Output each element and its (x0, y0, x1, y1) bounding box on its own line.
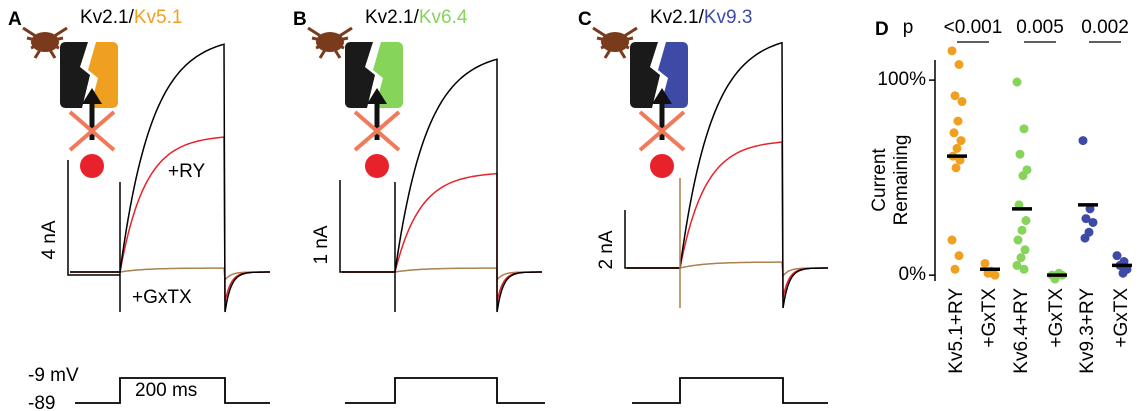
label-gxtx: +GxTX (132, 287, 192, 308)
data-point (951, 91, 960, 100)
label-ry: +RY (168, 161, 205, 182)
data-point (1022, 216, 1031, 225)
data-point (1014, 236, 1023, 245)
trace-gxtx (627, 262, 828, 276)
data-point (954, 117, 963, 126)
data-point (1018, 226, 1027, 235)
x-tick-label: +GxTX (1111, 288, 1132, 348)
data-point (948, 46, 957, 55)
data-point (1020, 265, 1029, 274)
ligand (650, 154, 674, 178)
panel-letter: D (875, 19, 889, 40)
title-part: Kv6.4 (419, 7, 468, 28)
ligand (365, 154, 389, 178)
data-point (1016, 150, 1025, 159)
data-point (950, 128, 959, 137)
data-point (952, 163, 961, 172)
data-point (1017, 253, 1026, 262)
x-tick-label: Kv6.4+RY (1011, 288, 1032, 374)
data-point (1021, 245, 1030, 254)
data-point (1020, 124, 1029, 133)
title-part: Kv2.1/ (650, 7, 705, 28)
p-label: p (903, 17, 914, 38)
data-point (957, 136, 966, 145)
y-tick-label: 0% (899, 264, 927, 285)
y-tick-label: 100% (877, 69, 926, 90)
channel-subunit (60, 42, 90, 108)
x-tick-label: +GxTX (979, 288, 1000, 348)
scale-label: 1 nA (311, 225, 332, 264)
x-tick-label: Kv5.1+RY (946, 288, 967, 374)
y-label: Remaining (891, 135, 912, 226)
channel-subunit (630, 42, 660, 108)
voltage-protocol (632, 378, 828, 403)
scale-bar (340, 180, 395, 272)
x-tick-label: Kv9.3+RY (1077, 288, 1098, 374)
title-part: Kv2.1/ (365, 7, 420, 28)
data-point (1089, 218, 1098, 227)
data-point (981, 259, 990, 268)
data-point (1081, 234, 1090, 243)
trace-ry (342, 174, 542, 302)
scale-bar (625, 210, 680, 268)
data-point (1119, 269, 1128, 278)
data-point (948, 236, 957, 245)
data-point (958, 97, 967, 106)
panel-title: Kv2.1/Kv9.3 (650, 7, 752, 28)
data-point (955, 60, 964, 69)
figure: A Kv2.1/Kv5.1 4 nA +RY +GxTX B Kv2.1/Kv6.4 1 nA… (0, 0, 1143, 411)
p-value: <0.001 (944, 17, 1003, 38)
panel-letter: A (8, 9, 22, 30)
voltage-step: -9 mV (28, 365, 79, 386)
data-point (951, 265, 960, 274)
title-part: Kv9.3 (704, 7, 753, 28)
channel-subunit (345, 42, 375, 108)
duration: 200 ms (135, 380, 197, 401)
p-value: 0.005 (1016, 17, 1064, 38)
title-part: Kv2.1/ (80, 7, 135, 28)
panel-letter: C (578, 9, 592, 30)
data-point (1013, 78, 1022, 87)
x-tick-label: +GxTX (1046, 288, 1067, 348)
data-point (1079, 136, 1088, 145)
data-point (1019, 171, 1028, 180)
panel-letter: B (293, 9, 307, 30)
ligand (80, 154, 104, 178)
voltage-protocol (345, 378, 545, 403)
panel-title: Kv2.1/Kv6.4 (365, 7, 468, 28)
y-label: Current (869, 148, 890, 212)
p-value: 0.002 (1081, 17, 1129, 38)
data-point (955, 251, 964, 260)
data-point (953, 144, 962, 153)
scale-label: 4 nA (39, 220, 60, 259)
panel-title: Kv2.1/Kv5.1 (80, 7, 182, 28)
title-part: Kv5.1 (134, 7, 183, 28)
data-point (1113, 251, 1122, 260)
voltage-hold: -89 (28, 393, 55, 411)
scale-label: 2 nA (596, 230, 617, 269)
